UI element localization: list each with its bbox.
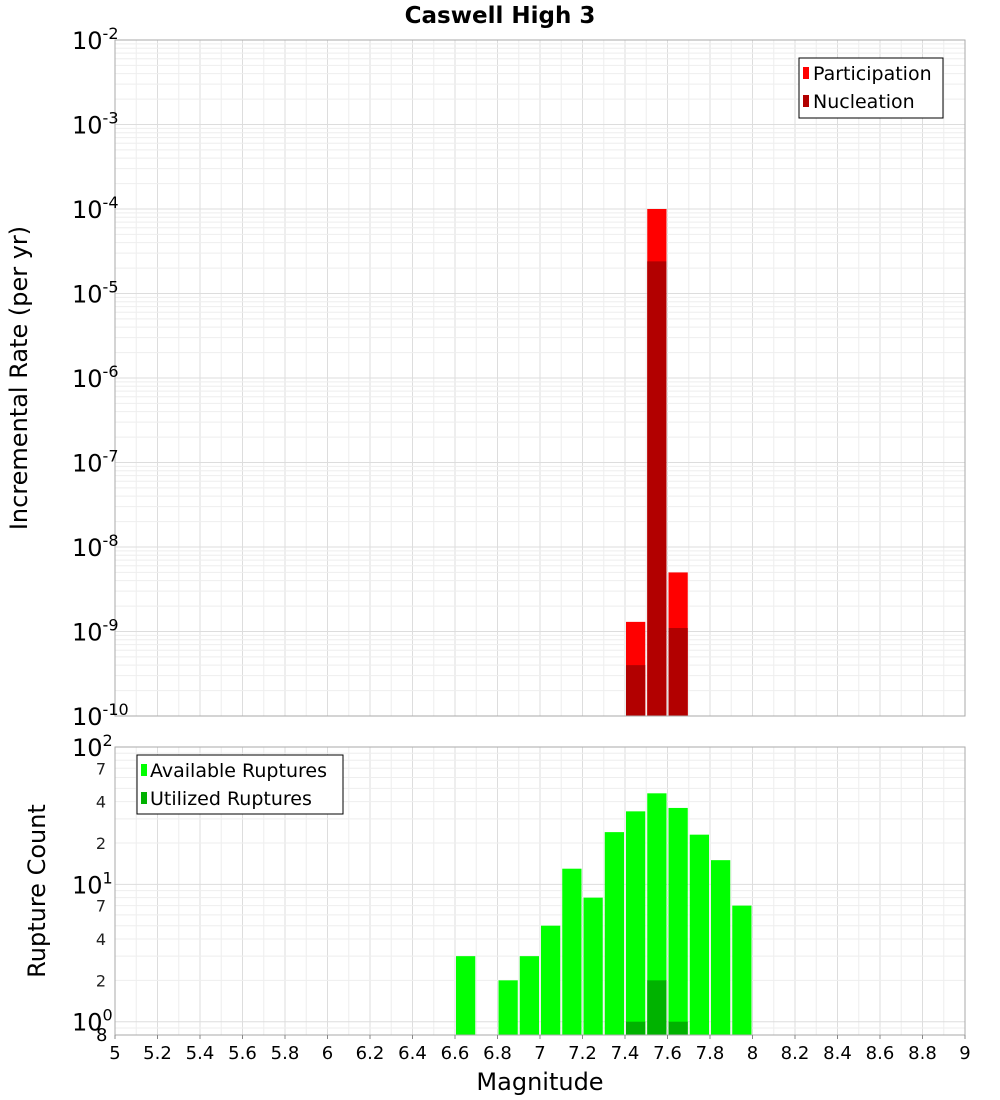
y-tick-label: 10-3 [72, 109, 119, 140]
x-ticks: 5 5.2 5.4 5.6 5.8 6 6.2 6.4 6.6 6.8 7 7.2 7.4 7.6 7.8 8… [109, 1035, 971, 1064]
x-tick-label: 5.6 [228, 1043, 257, 1064]
bottom-legend: Available Ruptures Utilized Ruptures [136, 754, 344, 815]
bottom-bar-a [583, 897, 603, 1035]
x-tick-label: 7.8 [696, 1043, 725, 1064]
y-tick-label: 10-7 [72, 447, 119, 478]
x-tick-label: 7.4 [611, 1043, 640, 1064]
x-tick-label: 7.6 [653, 1043, 682, 1064]
y-tick-label: 10-5 [72, 278, 119, 309]
x-tick-label: 5 [109, 1043, 120, 1064]
y-tick-label: 10-10 [72, 700, 129, 731]
y-tick-label: 102 [72, 731, 113, 762]
top-y-axis-label: Incremental Rate (per yr) [5, 226, 33, 530]
top-plot-frame [114, 39, 966, 717]
legend-swatch-utilized [141, 792, 147, 804]
x-tick-label: 8.6 [866, 1043, 895, 1064]
top-y-ticks: 10-10 10-9 10-8 10-7 10-6 10-5 10-4 10-3 10-2 [72, 24, 129, 731]
legend-swatch-available [141, 764, 147, 776]
y-minor-tick-label: 7 [96, 759, 106, 778]
x-tick-label: 8.8 [908, 1043, 937, 1064]
y-minor-tick-label: 2 [96, 971, 106, 990]
x-tick-label: 6.2 [356, 1043, 385, 1064]
legend-label-nucleation: Nucleation [813, 91, 915, 113]
bottom-bar-a [519, 956, 539, 1035]
x-tick-label: 8 [747, 1043, 758, 1064]
y-tick-label: 10-9 [72, 616, 119, 647]
x-tick-label: 6.6 [441, 1043, 470, 1064]
bottom-bar-a [562, 868, 582, 1035]
bottom-y-axis-label: Rupture Count [23, 804, 51, 978]
bottom-bar-a [626, 811, 646, 1035]
bottom-bar-a [668, 807, 688, 1035]
bottom-bar-a [541, 925, 561, 1035]
legend-swatch-participation [803, 67, 809, 79]
bottom-y-ticks: 100 101 102 2 4 7 2 4 7 8 [72, 731, 113, 1046]
y-minor-tick-label: 4 [96, 793, 106, 812]
legend-label-available: Available Ruptures [150, 760, 327, 782]
bottom-bar-a [498, 980, 518, 1035]
bottom-bar-a [456, 956, 476, 1035]
bottom-bar-a [647, 793, 667, 1035]
bottom-bar-b [668, 1021, 688, 1035]
y-tick-label: 101 [72, 868, 113, 899]
x-tick-label: 6.4 [398, 1043, 427, 1064]
y-tick-label: 10-2 [72, 24, 119, 55]
top-bar-b [647, 261, 667, 716]
x-tick-label: 7.2 [568, 1043, 597, 1064]
bottom-legend-box [136, 754, 344, 815]
legend-label-utilized: Utilized Ruptures [150, 788, 312, 810]
bottom-bar-a [711, 860, 731, 1035]
legend-swatch-nucleation [803, 95, 809, 107]
y-tick-label: 10-4 [72, 193, 119, 224]
x-tick-label: 6 [322, 1043, 333, 1064]
y-minor-tick-label: 4 [96, 930, 106, 949]
top-plot-grid [114, 40, 966, 717]
legend-label-participation: Participation [813, 63, 932, 85]
top-plot-bars [626, 209, 688, 716]
x-tick-label: 6.8 [483, 1043, 512, 1064]
x-tick-label: 9 [959, 1043, 970, 1064]
top-legend-box [798, 57, 944, 119]
y-tick-label: 10-8 [72, 531, 119, 562]
y-tick-label: 100 [72, 1006, 113, 1037]
x-axis-label: Magnitude [476, 1068, 603, 1096]
bottom-bar-a [732, 905, 752, 1035]
x-tick-label: 8.2 [781, 1043, 810, 1064]
top-bar-b [626, 665, 646, 716]
bottom-bar-a [604, 832, 624, 1035]
y-bottom-tick-label: 8 [96, 1025, 107, 1046]
bottom-plot-bars [456, 793, 752, 1035]
y-minor-tick-label: 2 [96, 834, 106, 853]
top-bar-b [668, 628, 688, 716]
y-tick-label: 10-6 [72, 362, 119, 393]
bottom-bar-a [689, 834, 709, 1035]
y-minor-tick-label: 7 [96, 897, 106, 916]
chart-title: Caswell High 3 [405, 3, 596, 29]
bottom-bar-b [647, 980, 667, 1035]
x-tick-label: 5.4 [186, 1043, 215, 1064]
x-tick-label: 7 [534, 1043, 545, 1064]
x-tick-label: 8.4 [823, 1043, 852, 1064]
bottom-bar-b [626, 1021, 646, 1035]
x-tick-label: 5.2 [143, 1043, 172, 1064]
top-legend: Participation Nucleation [798, 57, 944, 119]
x-tick-label: 5.8 [271, 1043, 300, 1064]
